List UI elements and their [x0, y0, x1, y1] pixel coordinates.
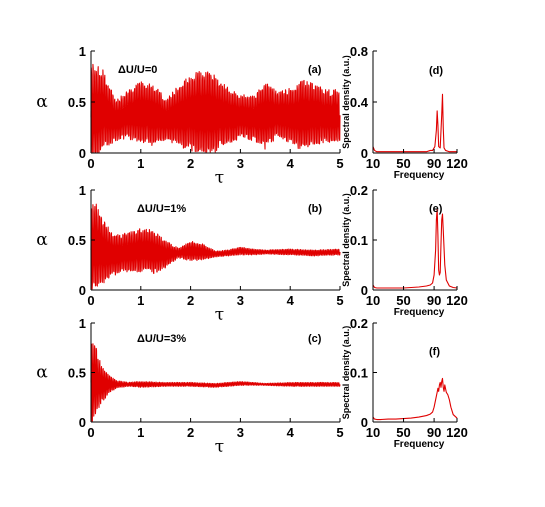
x-tick-label-f: 50	[396, 425, 410, 440]
x-tick-label-b: 3	[237, 293, 244, 308]
x-tick-label-f: 90	[427, 425, 441, 440]
x-tick-label-c: 3	[237, 425, 244, 440]
x-tick-label-a: 2	[187, 156, 194, 171]
x-tick-label-c: 2	[187, 425, 194, 440]
y-tick-label-c: 1	[79, 316, 86, 331]
y-tick-label-e: 0.2	[350, 183, 368, 198]
y-tick-label-d: 0	[361, 146, 368, 161]
y-tick-label-a: 0.5	[68, 95, 86, 110]
y-axis-label-a: α	[36, 92, 48, 112]
y-tick-label-d: 0.4	[350, 95, 369, 110]
series-line-b	[90, 203, 341, 290]
x-axis-label-d: Frequency	[394, 170, 445, 181]
x-tick-label-d: 10	[366, 156, 380, 171]
panel-label-c: (c)	[308, 333, 322, 345]
x-axis-label-c: τ	[215, 437, 224, 457]
panel-label-f: (f)	[429, 346, 440, 358]
x-axis-label-f: Frequency	[394, 439, 445, 450]
x-tick-label-a: 5	[336, 156, 343, 171]
x-axis-label-e: Frequency	[394, 307, 445, 318]
series-line-f	[372, 377, 458, 421]
annotation-b: ΔU/U=1%	[137, 203, 186, 215]
x-tick-label-b: 4	[287, 293, 295, 308]
y-tick-label-b: 1	[79, 183, 86, 198]
x-tick-label-d: 120	[446, 156, 468, 171]
x-axis-label-b: τ	[215, 305, 224, 325]
annotation-a: ΔU/U=0	[118, 64, 157, 76]
series-line-a	[90, 63, 341, 153]
y-tick-label-d: 0.8	[350, 44, 368, 59]
panel-e: 10 50 90 120 0 0.1 0.2 Frequency Spectral densit…	[341, 183, 468, 318]
x-tick-label-f: 120	[446, 425, 468, 440]
y-axis-label-d: Spectral density (a.u.)	[341, 55, 351, 149]
series-line-d	[372, 93, 457, 153]
panel-a: 0 1 2 3 4 5 0 0.5 1 τ α ΔU/U=0 (a)	[36, 44, 343, 188]
x-tick-label-f: 10	[366, 425, 380, 440]
panel-label-b: (b)	[308, 203, 322, 215]
panel-d: 10 50 90 120 0 0.4 0.8 Frequency Spectral densit…	[341, 44, 468, 181]
x-tick-label-a: 3	[237, 156, 244, 171]
x-tick-label-a: 4	[287, 156, 295, 171]
y-tick-label-b: 0	[79, 283, 86, 298]
y-tick-label-f: 0.2	[350, 316, 368, 331]
x-tick-label-a: 1	[137, 156, 144, 171]
y-axis-label-e: Spectral density (a.u.)	[341, 193, 351, 287]
panel-b: 0 1 2 3 4 5 0 0.5 1 τ α ΔU/U=1% (b)	[36, 183, 343, 325]
y-tick-label-c: 0.5	[68, 366, 86, 381]
x-tick-label-a: 0	[87, 156, 94, 171]
x-tick-label-e: 120	[446, 293, 468, 308]
annotation-c: ΔU/U=3%	[137, 333, 186, 345]
x-tick-label-e: 50	[396, 293, 410, 308]
panel-label-d: (d)	[429, 65, 443, 77]
x-tick-label-b: 5	[336, 293, 343, 308]
series-line-c	[90, 343, 341, 422]
y-tick-label-e: 0.1	[350, 233, 368, 248]
panel-f: 10 50 90 120 0 0.1 0.2 Frequency Spectral densit…	[341, 316, 468, 450]
x-tick-label-e: 90	[427, 293, 441, 308]
y-tick-label-a: 1	[79, 44, 86, 59]
x-tick-label-c: 5	[336, 425, 343, 440]
y-axis-label-f: Spectral density (a.u.)	[341, 326, 351, 420]
y-axis-label-b: α	[36, 230, 48, 250]
x-tick-label-c: 1	[137, 425, 144, 440]
x-tick-label-d: 50	[396, 156, 410, 171]
y-tick-label-f: 0.1	[350, 366, 368, 381]
y-axis-label-c: α	[36, 363, 48, 383]
y-tick-label-a: 0	[79, 146, 86, 161]
x-tick-label-c: 4	[287, 425, 295, 440]
x-tick-label-e: 10	[366, 293, 380, 308]
x-tick-label-b: 2	[187, 293, 194, 308]
x-tick-label-c: 0	[87, 425, 94, 440]
x-tick-label-b: 1	[137, 293, 144, 308]
panel-c: 0 1 2 3 4 5 0 0.5 1 τ α ΔU/U=3% (c)	[36, 316, 343, 457]
x-tick-label-b: 0	[87, 293, 94, 308]
y-tick-label-b: 0.5	[68, 233, 86, 248]
x-axis-label-a: τ	[215, 168, 224, 188]
y-tick-label-f: 0	[361, 415, 368, 430]
panel-label-e: (e)	[429, 203, 443, 215]
panel-label-a: (a)	[308, 64, 322, 76]
y-tick-label-e: 0	[361, 283, 368, 298]
y-tick-label-c: 0	[79, 415, 86, 430]
x-tick-label-d: 90	[427, 156, 441, 171]
series-line-e	[372, 208, 458, 289]
